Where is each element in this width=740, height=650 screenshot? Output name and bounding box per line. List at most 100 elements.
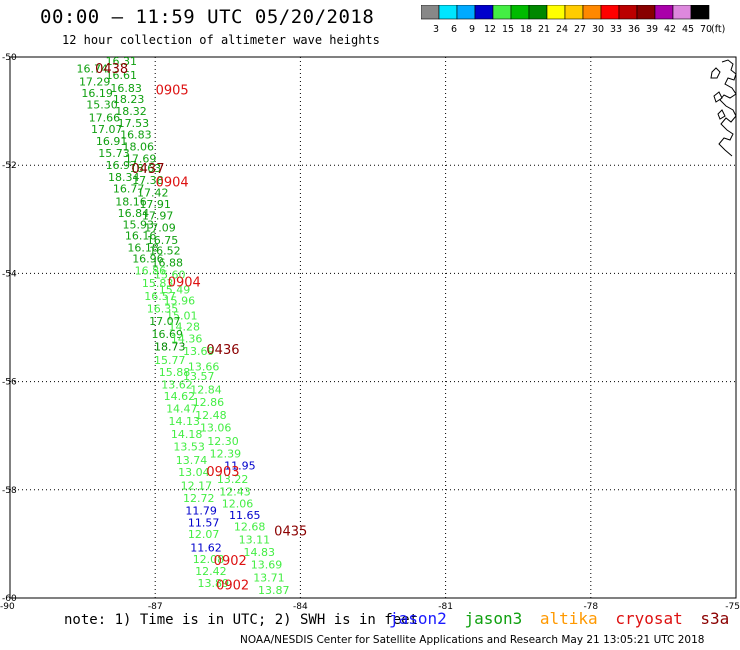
pass-time-label: 0903 (206, 465, 239, 480)
color-scale-swatch (690, 5, 710, 20)
wave-height-label: 12.72 (183, 492, 215, 505)
wave-height-label: 13.89 (198, 577, 230, 590)
wave-height-label: 14.47 (166, 403, 198, 416)
wave-height-label: 16.52 (149, 245, 181, 258)
wave-height-label: 16.83 (110, 82, 142, 95)
wave-height-label: 11.79 (185, 504, 217, 517)
satellite-label-s3a: s3a (700, 609, 730, 628)
wave-height-label: 16.35 (147, 303, 179, 316)
wave-height-label: 11.95 (224, 459, 256, 472)
wave-height-label: 16.83 (120, 128, 152, 141)
x-tick-label: -81 (438, 602, 453, 610)
pass-time-label: 0902 (216, 578, 249, 593)
wave-height-label: 11.62 (190, 542, 222, 555)
wave-height-label: 13.04 (178, 466, 210, 479)
wave-height-label: 17.91 (139, 198, 171, 211)
wave-height-label: 12.42 (195, 565, 227, 578)
color-scale-legend: 3 6 9 12 15 18 21 24 27 30 33 36 39 42 45 70(ft) (421, 5, 725, 35)
wave-height-label: 17.69 (125, 153, 157, 166)
color-scale-tick-label: 36 (628, 24, 640, 35)
color-scale-tick-label: 30 (592, 24, 604, 35)
wave-height-label: 16.88 (152, 257, 184, 270)
wave-height-label: 13.69 (251, 558, 283, 571)
y-tick-label: -60 (2, 594, 17, 604)
wave-height-label: 15.93 (123, 219, 155, 232)
wave-height-label: 12.06 (222, 497, 254, 510)
chart-subtitle: 12 hour collection of altimeter wave hei… (62, 33, 380, 47)
wave-height-label: 16.74 (77, 62, 109, 75)
pass-time-label: 0436 (206, 343, 239, 358)
wave-height-label: 15.88 (159, 366, 191, 379)
wave-height-label: 13.62 (161, 378, 193, 391)
wave-height-label: 17.29 (79, 75, 111, 88)
wave-height-label: 13.87 (258, 584, 290, 597)
wave-height-label: 17.09 (144, 221, 176, 234)
color-scale-tick-label: 18 (520, 24, 532, 35)
wave-height-label: 12.30 (207, 435, 239, 448)
wave-height-label: 17.38 (132, 174, 164, 187)
wave-height-label: 16.57 (144, 290, 176, 303)
color-scale-tick-label: 24 (556, 24, 568, 35)
wave-height-label: 13.22 (217, 473, 249, 486)
wave-height-label: 12.86 (193, 396, 225, 409)
wave-height-label: 15.83 (142, 277, 174, 290)
wave-height-label: 16.19 (81, 87, 113, 100)
wave-height-label: 14.28 (168, 320, 200, 333)
wave-height-label: 12.07 (188, 528, 220, 541)
color-scale-tick-label: 15 (502, 24, 514, 35)
wave-height-label: 13.69 (183, 345, 215, 358)
wave-height-label: 15.96 (164, 294, 196, 307)
wave-height-label: 12.84 (190, 384, 222, 397)
wave-height-label: 13.71 (253, 571, 285, 584)
wave-height-map: -50 -52 -54 -56 -58 -60-90 -87 -84 -81 -78 -75 16.7… (0, 53, 740, 610)
wave-height-label: 14.36 (171, 332, 203, 345)
y-tick-label: -54 (2, 269, 17, 279)
wave-height-label: 18.34 (108, 171, 140, 184)
wave-height-label: 16.91 (96, 135, 128, 148)
wave-height-label: 16.97 (106, 159, 138, 172)
pass-time-label: 0905 (156, 83, 189, 98)
wave-height-label: 17.07 (149, 315, 181, 328)
credit-line: NOAA/NESDIS Center for Satellite Applica… (240, 634, 705, 646)
wave-height-label: 18.63 (130, 162, 162, 175)
plot-frame (9, 56, 737, 599)
wave-height-label: 16.86 (135, 265, 167, 278)
wave-height-label: 15.01 (166, 310, 198, 323)
wave-height-label: 16.96 (132, 252, 164, 265)
x-tick-label: -75 (725, 602, 740, 610)
wave-height-label: 13.53 (173, 441, 205, 454)
color-scale-tick-label: 45 (682, 24, 694, 35)
wave-height-label: 13.11 (239, 534, 271, 547)
wave-height-label: 13.66 (188, 360, 220, 373)
pass-time-label: 0904 (168, 276, 201, 291)
color-scale-tick-label: 6 (451, 24, 457, 35)
wave-height-label: 11.65 (229, 509, 261, 522)
wave-height-label: 12.68 (234, 521, 266, 534)
wave-height-label: 17.07 (91, 123, 123, 136)
chart-note: note: 1) Time is in UTC; 2) SWH is in fe… (64, 612, 419, 628)
y-tick-label: -58 (2, 486, 17, 496)
satellite-label-altika: altika (539, 609, 598, 628)
satellite-label-cryosat: cryosat (615, 609, 683, 628)
wave-height-label: 12.17 (181, 479, 213, 492)
wave-height-label: 14.13 (168, 415, 200, 428)
x-tick-label: -90 (0, 602, 15, 610)
wave-height-label: 15.30 (86, 99, 118, 112)
wave-height-label: 12.08 (193, 553, 225, 566)
wave-height-label: 17.53 (118, 117, 150, 130)
satellite-label-jason3: jason3 (464, 609, 523, 628)
wave-height-label: 16.75 (147, 234, 179, 247)
wave-height-label: 12.43 (219, 485, 251, 498)
wave-height-label: 17.97 (142, 210, 174, 223)
color-scale-tick-label: 21 (538, 24, 550, 35)
color-scale-tick-label: 3 (433, 24, 439, 35)
wave-height-label: 16.31 (106, 55, 138, 68)
wave-height-label: 18.16 (115, 195, 147, 208)
wave-height-label: 13.06 (200, 422, 232, 435)
y-tick-label: -50 (2, 53, 17, 63)
wave-height-label: 15.60 (154, 268, 186, 281)
color-scale-unit: (ft) (711, 24, 725, 35)
x-tick-label: -87 (148, 602, 163, 610)
pass-time-label: 0438 (95, 62, 128, 77)
wave-height-label: 16.16 (125, 230, 157, 243)
